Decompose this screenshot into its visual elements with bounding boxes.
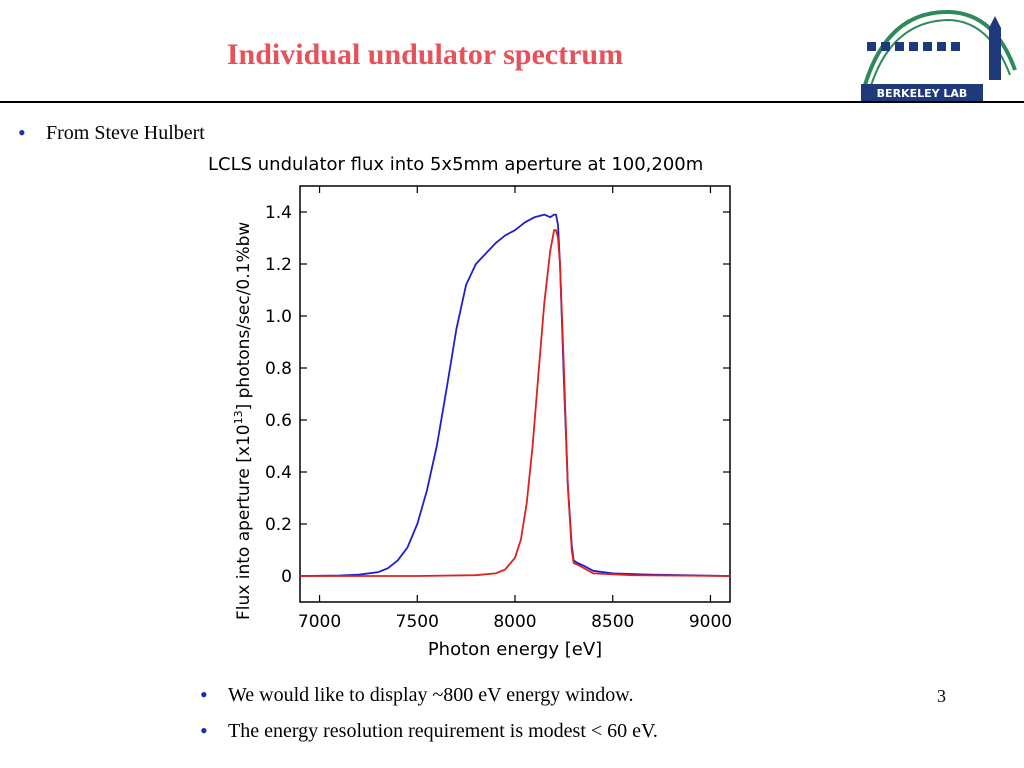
bullet-item: • The energy resolution requirement is m… [200,720,658,743]
x-tick-label: 9000 [689,612,732,632]
y-tick-label: 1.2 [265,255,292,275]
y-tick-label: 1.0 [265,307,292,327]
y-tick-label: 0 [281,567,292,587]
page-number: 3 [937,686,946,706]
x-tick-label: 8500 [591,612,634,632]
svg-text:BERKELEY LAB: BERKELEY LAB [877,87,968,100]
plot-frame [299,185,731,603]
bullet-icon: • [200,682,208,707]
bullet-item: • We would like to display ~800 eV energ… [200,684,633,707]
logo-banner [861,84,983,101]
logo-tower [989,16,1001,80]
y-tick-label: 1.4 [265,203,292,223]
y-tick-label: 0.6 [265,411,292,431]
y-axis-label: Flux into aperture [x1013] photons/sec/0… [232,222,254,620]
logo-ticks [867,42,960,51]
x-tick-label: 7000 [298,612,341,632]
bullet-text: The energy resolution requirement is mod… [228,720,658,742]
x-tick-label: 7500 [396,612,439,632]
svg-text:Flux into aperture [x1013] pho: Flux into aperture [x1013] photons/sec/0… [232,222,254,620]
x-tick-label: 8000 [493,612,536,632]
y-tick-label: 0.2 [265,515,292,535]
x-axis-label: Photon energy [eV] [428,639,602,660]
slide-title: Individual undulator spectrum [226,38,624,71]
series-line [300,229,731,577]
bullet-icon: • [200,718,208,743]
bullet-text: We would like to display ~800 eV energy … [228,684,634,706]
y-tick-label: 0.4 [265,463,292,483]
flux-chart: LCLS undulator flux into 5x5mm aperture … [208,154,732,660]
series-lines [299,213,731,577]
bullet-item: • From Steve Hulbert [18,122,205,145]
bullet-icon: • [18,120,26,145]
bullet-text: From Steve Hulbert [46,122,205,144]
chart-title: LCLS undulator flux into 5x5mm aperture … [208,154,703,175]
y-ticks: 0 0.2 0.4 0.6 0.8 1.0 1.2 1.4 [265,203,730,587]
x-ticks: 7000 7500 8000 8500 9000 [298,186,732,632]
series-line [299,213,731,577]
y-tick-label: 0.8 [265,359,292,379]
title-divider [0,101,1024,103]
berkeley-lab-logo: BERKELEY LAB [861,9,1017,101]
